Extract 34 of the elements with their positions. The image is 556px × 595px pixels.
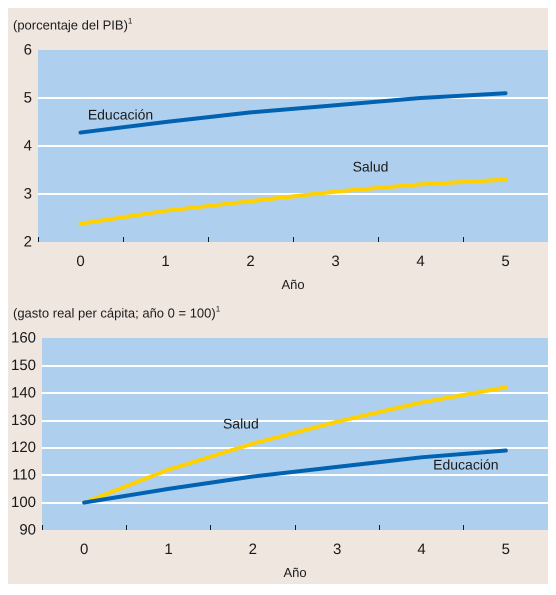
x-tick-label: 4 [416, 253, 425, 270]
y-tick-label: 150 [10, 356, 36, 374]
series-label: Educación [88, 106, 154, 123]
x-tick-label: 3 [331, 253, 340, 270]
y-tick-label: 3 [24, 186, 32, 202]
series-label: Salud [352, 158, 388, 174]
x-tick-label: 3 [333, 541, 342, 558]
series-label: Educación [433, 456, 499, 472]
x-tick-label: 4 [417, 541, 426, 558]
y-tick-label: 160 [10, 330, 36, 346]
y-tick-label: 90 [19, 522, 36, 538]
x-tick-label: 1 [164, 541, 173, 558]
y-tick-label: 4 [24, 138, 32, 154]
x-tick-label: 0 [76, 253, 85, 270]
y-tick-label: 120 [10, 439, 36, 456]
y-tick-label: 6 [24, 42, 32, 58]
x-tick-label: 2 [246, 253, 255, 270]
line-series [82, 448, 508, 505]
x-tick-label: 0 [80, 541, 88, 558]
x-axis-title: Año [281, 277, 305, 292]
y-tick-label: 140 [10, 384, 36, 402]
x-axis-title: Año [283, 565, 307, 580]
y-tick-label: 100 [10, 494, 36, 512]
line-series [78, 91, 508, 135]
series-label: Salud [222, 416, 259, 432]
y-tick-label: 5 [24, 90, 32, 106]
y-tick-label: 2 [24, 234, 32, 250]
x-tick-label: 1 [161, 253, 170, 270]
x-tick-label: 2 [248, 541, 258, 558]
x-tick-label: 5 [502, 541, 510, 558]
x-tick-label: 5 [501, 253, 510, 270]
y-tick-label: 110 [12, 466, 36, 484]
y-tick-label: 130 [10, 412, 36, 429]
line-series [78, 178, 508, 226]
